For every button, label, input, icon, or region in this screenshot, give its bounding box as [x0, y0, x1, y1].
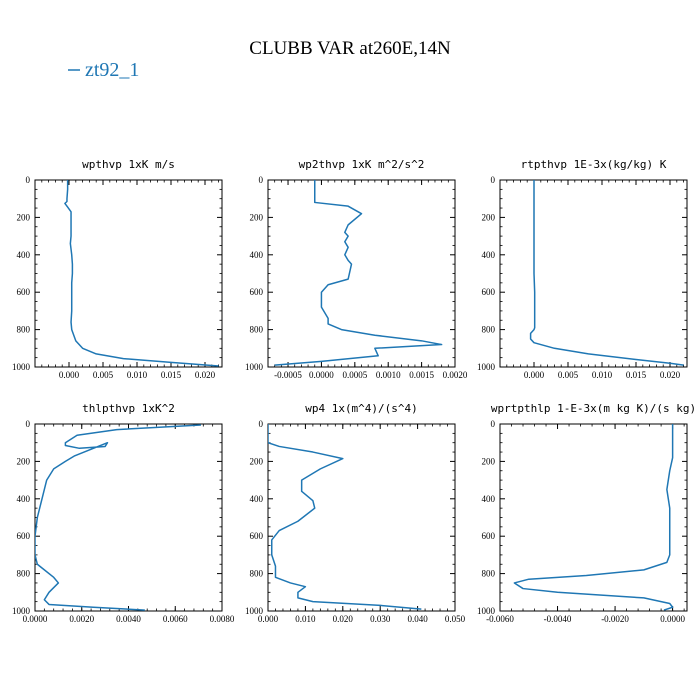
figure-title: CLUBB VAR at260E,14N — [249, 38, 451, 59]
y-tick-label: 200 — [250, 212, 264, 222]
y-tick-label: 0 — [26, 419, 31, 429]
plot-frame — [34, 179, 223, 368]
x-tick-label: -0.0040 — [544, 614, 572, 624]
panel-1: wpthvp 1xK m/s 0.000 0.005 0.010 0.015 0.020 0… — [12, 158, 223, 380]
x-tick-label: 0.040 — [407, 614, 428, 624]
y-tick-label: 0 — [259, 175, 264, 185]
x-tick-label: 0.020 — [660, 370, 681, 380]
x-tick-label: -0.0060 — [486, 614, 514, 624]
y-tick-label: 600 — [250, 287, 264, 297]
plot-frame — [499, 179, 688, 368]
panel-5: wp4 1x(m^4)/(s^4) 0.000 0.010 0.020 0.030 0.0… — [245, 402, 466, 624]
x-tick-label: 0.005 — [93, 370, 114, 380]
panel-3: rtpthvp 1E-3x(kg/kg) K 0.000 0.005 0.010 0.0… — [477, 158, 688, 380]
y-tick-label: 600 — [17, 287, 31, 297]
x-tick-label: 0.010 — [127, 370, 148, 380]
y-tick-label: 1000 — [477, 362, 496, 372]
plot-frame — [499, 423, 688, 612]
y-tick-label: 800 — [17, 325, 31, 335]
x-tick-label: 0.0020 — [69, 614, 94, 624]
x-tick-label: 0.000 — [524, 370, 545, 380]
x-tick-label: -0.0020 — [601, 614, 629, 624]
x-tick-label: 0.0000 — [660, 614, 685, 624]
y-tick-label: 400 — [482, 494, 496, 504]
y-tick-label: 1000 — [12, 362, 31, 372]
series-line — [513, 424, 674, 611]
x-tick-label: 0.015 — [161, 370, 182, 380]
x-tick-label: 0.0040 — [116, 614, 141, 624]
panel-title: wp2thvp 1xK m^2/s^2 — [299, 158, 425, 171]
y-tick-label: 0 — [26, 175, 31, 185]
x-tick-label: 0.030 — [370, 614, 391, 624]
x-tick-label: 0.000 — [59, 370, 80, 380]
y-tick-label: 1000 — [12, 606, 31, 616]
y-tick-label: 800 — [250, 325, 264, 335]
plot-frame — [267, 179, 456, 368]
x-tick-label: 0.0020 — [443, 370, 468, 380]
plot-frame — [34, 423, 223, 612]
y-tick-label: 400 — [250, 250, 264, 260]
y-tick-label: 1000 — [245, 606, 264, 616]
x-tick-label: 0.010 — [592, 370, 613, 380]
x-tick-label: 0.0080 — [210, 614, 235, 624]
panel-2: wp2thvp 1xK m^2/s^2 -0.0005 0.0000 0.0005 0.… — [245, 158, 468, 380]
panels: wpthvp 1xK m/s 0.000 0.005 0.010 0.015 0.020 0… — [12, 158, 696, 624]
x-tick-label: 0.0015 — [409, 370, 434, 380]
y-tick-label: 1000 — [477, 606, 496, 616]
panel-title: rtpthvp 1E-3x(kg/kg) K — [521, 158, 667, 171]
x-tick-label: 0.0000 — [309, 370, 334, 380]
legend: zt92_1 — [68, 59, 139, 81]
legend-label: zt92_1 — [85, 59, 139, 81]
series-line — [274, 180, 443, 366]
x-tick-label: 0.050 — [445, 614, 466, 624]
y-tick-label: 0 — [491, 175, 496, 185]
panel-title: wp4 1x(m^4)/(s^4) — [305, 402, 418, 415]
y-tick-label: 400 — [17, 494, 31, 504]
panel-title: thlpthvp 1xK^2 — [82, 402, 175, 415]
y-tick-label: 1000 — [245, 362, 264, 372]
x-tick-label: 0.020 — [195, 370, 216, 380]
y-tick-label: 0 — [259, 419, 264, 429]
y-tick-label: 600 — [482, 531, 496, 541]
x-tick-label: 0.0000 — [23, 614, 48, 624]
panel-4: thlpthvp 1xK^2 0.0000 0.0020 0.0040 0.0060 0.… — [12, 402, 235, 624]
x-tick-label: 0.010 — [295, 614, 316, 624]
x-tick-label: 0.005 — [558, 370, 579, 380]
y-tick-label: 600 — [482, 287, 496, 297]
y-tick-label: 200 — [250, 456, 264, 466]
y-tick-label: 600 — [17, 531, 31, 541]
y-tick-label: 800 — [17, 569, 31, 579]
x-tick-label: 0.0060 — [163, 614, 188, 624]
y-tick-label: 400 — [482, 250, 496, 260]
plot-frame — [267, 423, 456, 612]
y-tick-label: 800 — [250, 569, 264, 579]
y-tick-label: 600 — [250, 531, 264, 541]
y-tick-label: 200 — [482, 456, 496, 466]
series-line — [35, 424, 202, 611]
y-tick-label: 200 — [17, 456, 31, 466]
y-tick-label: 800 — [482, 569, 496, 579]
panel-6: wprtpthlp 1-E-3x(m kg K)/(s kg) -0.0060 -0… — [477, 402, 696, 624]
series-line — [64, 180, 219, 367]
x-tick-label: 0.0010 — [376, 370, 401, 380]
x-tick-label: -0.0005 — [274, 370, 302, 380]
y-tick-label: 200 — [17, 212, 31, 222]
panel-title: wpthvp 1xK m/s — [82, 158, 175, 171]
x-tick-label: 0.000 — [258, 614, 279, 624]
y-tick-label: 400 — [250, 494, 264, 504]
y-tick-label: 800 — [482, 325, 496, 335]
y-tick-label: 200 — [482, 212, 496, 222]
series-line — [268, 424, 422, 610]
series-line — [529, 180, 684, 366]
x-tick-label: 0.0005 — [342, 370, 367, 380]
panel-title: wprtpthlp 1-E-3x(m kg K)/(s kg) — [491, 402, 696, 415]
y-tick-label: 400 — [17, 250, 31, 260]
x-tick-label: 0.015 — [626, 370, 647, 380]
x-tick-label: 0.020 — [333, 614, 354, 624]
y-tick-label: 0 — [491, 419, 496, 429]
